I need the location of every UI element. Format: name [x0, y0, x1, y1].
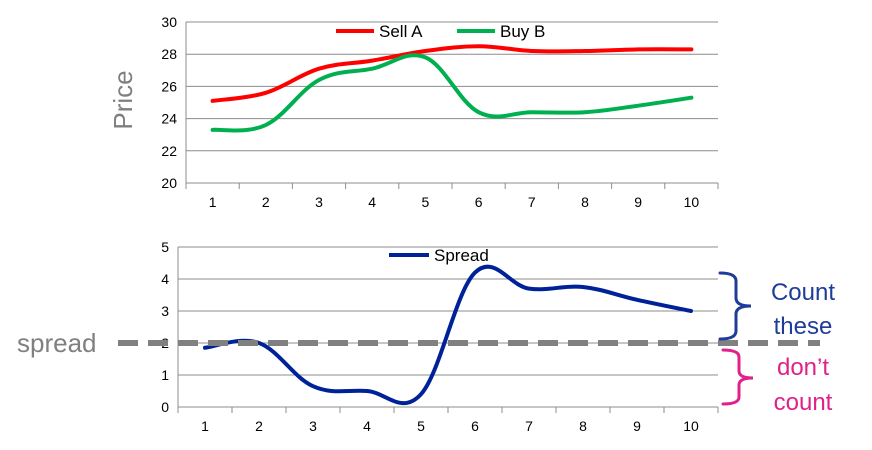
data-point-spread: [258, 342, 260, 344]
x-tick-label: 8: [581, 194, 589, 210]
price-y-axis-label: Price: [108, 70, 138, 129]
price-x-tick-marks: [185, 183, 719, 189]
data-point-buy-b: [424, 56, 426, 58]
count-these-label-line-1: Count: [771, 279, 835, 306]
y-tick-label: 30: [161, 14, 177, 30]
data-point-buy-b: [212, 129, 214, 131]
data-point-sell-a: [212, 100, 214, 102]
spread-x-tick-marks: [177, 407, 719, 413]
data-point-buy-b: [690, 97, 692, 99]
series-line-spread: [203, 264, 693, 406]
count-these-brace: [718, 271, 752, 341]
y-tick-label: 24: [161, 111, 177, 127]
data-point-buy-b: [478, 111, 480, 113]
x-tick-label: 10: [683, 418, 699, 434]
dont-count-label-line-2: count: [774, 389, 833, 416]
spread-chart: 0 1 2 3 4 5 1 2 3 4 5 6 7 8 9 10 Spread spread Count t…: [17, 239, 835, 434]
y-tick-label: 22: [161, 143, 177, 159]
price-y-tick-labels: 20 22 24 26 28 30: [161, 14, 177, 191]
x-tick-label: 1: [201, 418, 209, 434]
x-tick-label: 3: [315, 194, 323, 210]
dont-count-label-line-1: don’t: [777, 354, 829, 381]
data-point-spread: [366, 390, 368, 392]
x-tick-label: 6: [471, 418, 479, 434]
x-tick-label: 3: [309, 418, 317, 434]
x-tick-label: 2: [255, 418, 263, 434]
data-point-sell-a: [478, 45, 480, 47]
spread-legend: Spread: [389, 246, 489, 265]
data-point-spread: [636, 299, 638, 301]
price-chart: 20 22 24 26 28 30 1 2 3 4 5 6 7 8 9 10 Price Sell A Bu…: [108, 14, 719, 210]
data-point-sell-a: [584, 50, 586, 52]
y-tick-label: 0: [161, 399, 169, 415]
y-tick-label: 1: [161, 367, 169, 383]
legend-label-buy-b: Buy B: [500, 22, 545, 41]
data-point-sell-a: [690, 48, 692, 50]
price-x-tick-labels: 1 2 3 4 5 6 7 8 9 10: [209, 194, 700, 210]
x-tick-label: 4: [368, 194, 376, 210]
y-tick-label: 28: [161, 46, 177, 62]
y-tick-label: 5: [161, 239, 169, 255]
data-point-sell-a: [637, 48, 639, 50]
data-point-spread: [204, 347, 206, 349]
x-tick-label: 5: [422, 194, 430, 210]
spread-x-tick-labels: 1 2 3 4 5 6 7 8 9 10: [201, 418, 699, 434]
data-point-spread: [474, 272, 476, 274]
x-tick-label: 4: [363, 418, 371, 434]
series-line-buy-b: [210, 53, 694, 133]
spread-series: [203, 264, 693, 406]
data-point-buy-b: [531, 111, 533, 113]
data-point-buy-b: [318, 79, 320, 81]
y-tick-label: 4: [161, 271, 169, 287]
y-tick-label: 3: [161, 303, 169, 319]
data-point-sell-a: [318, 68, 320, 70]
price-legend: Sell A Buy B: [336, 22, 545, 41]
x-tick-label: 1: [209, 194, 217, 210]
data-point-spread: [582, 286, 584, 288]
x-tick-label: 10: [684, 194, 700, 210]
data-point-sell-a: [371, 60, 373, 62]
data-point-buy-b: [371, 68, 373, 70]
series-line-sell-a: [210, 44, 694, 103]
data-point-sell-a: [265, 92, 267, 94]
data-point-spread: [690, 310, 692, 312]
y-tick-label: 20: [161, 175, 177, 191]
spread-gridlines: [178, 246, 718, 376]
y-tick-label: 26: [161, 78, 177, 94]
x-tick-label: 5: [417, 418, 425, 434]
legend-label-spread: Spread: [434, 246, 489, 265]
data-point-spread: [420, 393, 422, 395]
data-point-sell-a: [424, 50, 426, 52]
x-tick-label: 2: [262, 194, 270, 210]
data-point-buy-b: [637, 105, 639, 107]
count-these-label-line-2: these: [774, 313, 833, 340]
x-tick-label: 7: [528, 194, 536, 210]
x-tick-label: 9: [633, 418, 641, 434]
legend-label-sell-a: Sell A: [379, 22, 423, 41]
data-point-sell-a: [531, 50, 533, 52]
x-tick-label: 8: [579, 418, 587, 434]
x-tick-label: 9: [634, 194, 642, 210]
spread-threshold-label: spread: [17, 328, 97, 358]
x-tick-label: 6: [475, 194, 483, 210]
price-series: [210, 44, 694, 133]
data-point-buy-b: [265, 124, 267, 126]
data-point-spread: [528, 288, 530, 290]
x-tick-label: 7: [525, 418, 533, 434]
dont-count-brace: [721, 348, 754, 406]
data-point-buy-b: [584, 111, 586, 113]
data-point-spread: [312, 385, 314, 387]
